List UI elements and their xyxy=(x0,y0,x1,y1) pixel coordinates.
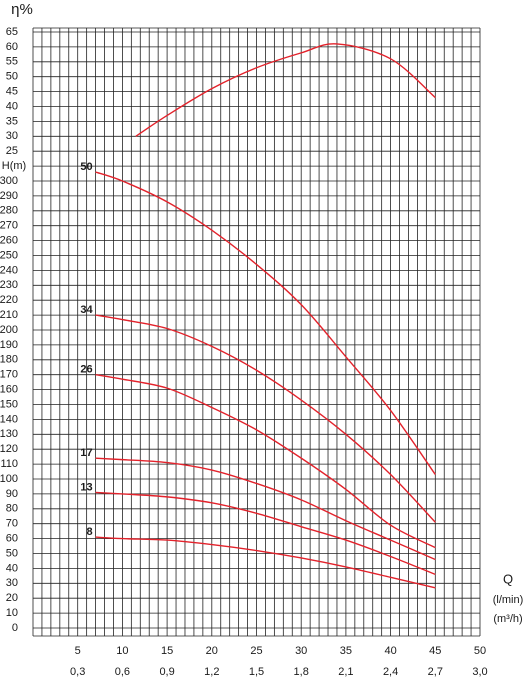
y-tick-label: 40 xyxy=(6,562,18,574)
y2-tick-label: 35 xyxy=(6,115,18,127)
y-tick-label: 240 xyxy=(0,264,18,276)
curve xyxy=(95,314,436,523)
y-tick-label: 300 xyxy=(0,175,18,187)
x-tick-label: 50 xyxy=(474,645,486,657)
curve-label: 13 xyxy=(80,481,92,493)
curve-label: 50 xyxy=(80,161,92,173)
y2-tick-label: 65 xyxy=(6,26,18,38)
x2-tick-label: 1,5 xyxy=(249,666,264,678)
y-tick-label: 30 xyxy=(6,577,18,589)
x2-unit-label: (m³/h) xyxy=(493,613,522,625)
x2-tick-label: 2,1 xyxy=(338,666,353,678)
x-tick-label: 45 xyxy=(429,645,441,657)
x-tick-label: 15 xyxy=(161,645,173,657)
x-tick-label: 35 xyxy=(340,645,352,657)
y-tick-label: 50 xyxy=(6,547,18,559)
x-tick-label: 30 xyxy=(295,645,307,657)
y-tick-label: 0 xyxy=(12,622,18,634)
y-tick-label: 160 xyxy=(0,384,18,396)
y-axis-label: H(m) xyxy=(2,160,26,172)
y-tick-label: 290 xyxy=(0,190,18,202)
y2-tick-label: 50 xyxy=(6,71,18,83)
x2-tick-label: 2,4 xyxy=(383,666,398,678)
y-tick-label: 150 xyxy=(0,398,18,410)
y-tick-label: 170 xyxy=(0,369,18,381)
x-unit-label: (l/min) xyxy=(493,594,524,606)
curve xyxy=(95,374,436,549)
x2-tick-label: 0,6 xyxy=(115,666,130,678)
y-tick-label: 260 xyxy=(0,235,18,247)
y-tick-label: 280 xyxy=(0,205,18,217)
curve-label: 26 xyxy=(80,364,92,376)
y-tick-label: 180 xyxy=(0,354,18,366)
y-tick-label: 120 xyxy=(0,443,18,455)
y-tick-label: 70 xyxy=(6,518,18,530)
y-tick-label: 100 xyxy=(0,473,18,485)
x2-tick-label: 2,7 xyxy=(428,666,443,678)
y-tick-label: 130 xyxy=(0,428,18,440)
curve xyxy=(95,536,436,589)
y-tick-label: 20 xyxy=(6,592,18,604)
curve-label: 17 xyxy=(80,447,92,459)
curve xyxy=(135,43,436,137)
x-axis-label: Q xyxy=(503,571,513,586)
y-tick-label: 60 xyxy=(6,533,18,545)
x2-tick-label: 1,8 xyxy=(294,666,309,678)
x-tick-label: 5 xyxy=(75,645,81,657)
y-tick-label: 270 xyxy=(0,220,18,232)
curve-label: 8 xyxy=(86,526,92,538)
y2-tick-label: 55 xyxy=(6,56,18,68)
y2-tick-label: 25 xyxy=(6,145,18,157)
y2-tick-label: 30 xyxy=(6,130,18,142)
y-tick-label: 90 xyxy=(6,488,18,500)
y2-axis-label: η% xyxy=(11,1,33,18)
curve xyxy=(95,491,436,576)
y-tick-label: 80 xyxy=(6,503,18,515)
y-tick-label: 10 xyxy=(6,607,18,619)
x2-tick-label: 3,0 xyxy=(472,666,487,678)
y-tick-label: 110 xyxy=(0,458,18,470)
curve-label: 34 xyxy=(80,304,93,316)
x2-tick-label: 1,2 xyxy=(204,666,219,678)
x-tick-label: 10 xyxy=(116,645,128,657)
y2-tick-label: 40 xyxy=(6,100,18,112)
curve xyxy=(95,171,436,475)
y2-tick-label: 45 xyxy=(6,86,18,98)
y-tick-label: 190 xyxy=(0,339,18,351)
x-tick-label: 25 xyxy=(250,645,262,657)
y-tick-label: 230 xyxy=(0,279,18,291)
y2-tick-label: 60 xyxy=(6,41,18,53)
y-tick-label: 140 xyxy=(0,413,18,425)
x2-tick-label: 0,3 xyxy=(70,666,85,678)
y-tick-label: 250 xyxy=(0,249,18,261)
x-tick-label: 20 xyxy=(206,645,218,657)
y-tick-label: 220 xyxy=(0,294,18,306)
x-tick-label: 40 xyxy=(384,645,396,657)
y-tick-label: 200 xyxy=(0,324,18,336)
x2-tick-label: 0,9 xyxy=(159,666,174,678)
curve xyxy=(95,457,436,561)
y-tick-label: 210 xyxy=(0,309,18,321)
